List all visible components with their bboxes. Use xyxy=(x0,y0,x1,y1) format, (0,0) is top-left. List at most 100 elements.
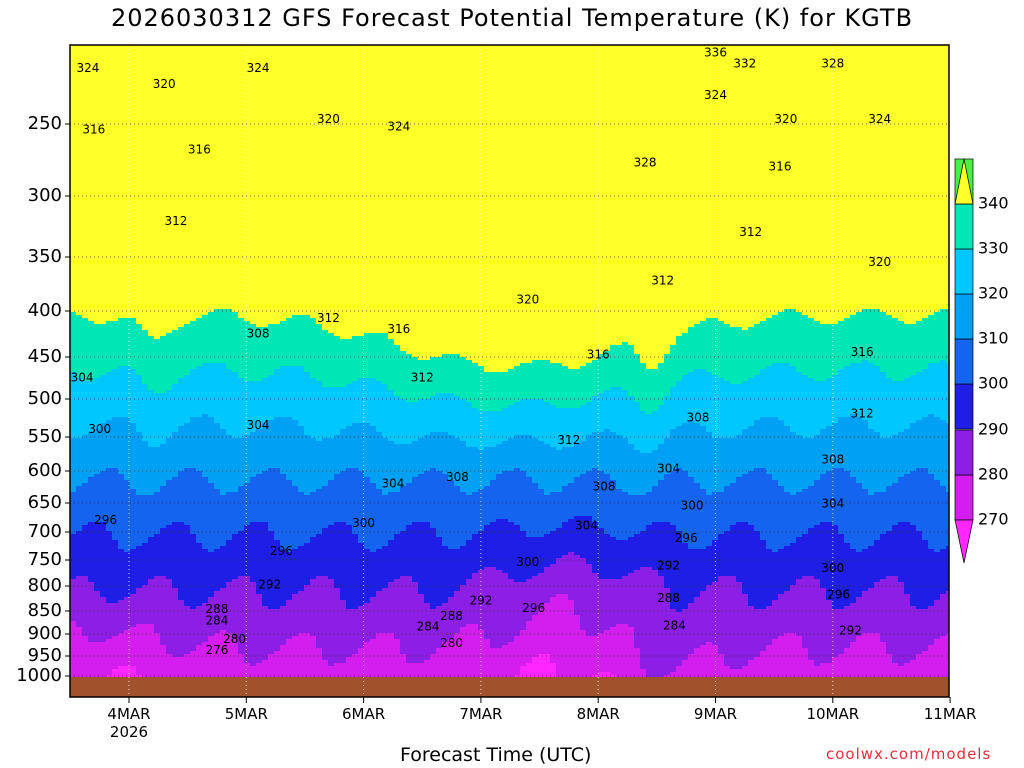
field-cell xyxy=(184,525,191,607)
field-cell xyxy=(886,438,893,487)
field-cell xyxy=(460,441,467,493)
field-cell xyxy=(760,468,767,541)
field-cell xyxy=(94,45,101,325)
field-cell xyxy=(340,429,347,472)
field-cell xyxy=(676,531,683,613)
field-cell xyxy=(472,363,479,409)
field-cell xyxy=(928,315,935,364)
field-cell xyxy=(400,444,407,487)
field-cell xyxy=(934,552,941,601)
field-cell xyxy=(130,489,137,550)
field-cell xyxy=(628,573,635,628)
field-cell xyxy=(796,372,803,436)
field-cell xyxy=(154,447,161,493)
field-cell xyxy=(298,546,305,592)
field-cell xyxy=(304,435,311,496)
field-cell xyxy=(784,633,791,679)
field-cell xyxy=(250,582,257,667)
field-cell xyxy=(466,540,473,580)
field-cell xyxy=(232,372,239,439)
field-cell xyxy=(322,330,329,388)
field-cell xyxy=(754,468,761,532)
field-cell xyxy=(802,45,809,316)
field-cell xyxy=(742,45,749,331)
field-cell xyxy=(94,378,101,430)
field-cell xyxy=(460,585,467,628)
field-cell xyxy=(484,372,491,412)
field-cell xyxy=(814,525,821,580)
field-cell xyxy=(124,552,131,598)
field-cell xyxy=(304,495,311,544)
field-cell xyxy=(814,666,821,679)
field-cell xyxy=(388,582,395,634)
field-cell xyxy=(112,468,119,541)
field-cell xyxy=(256,594,263,664)
field-cell xyxy=(196,366,203,418)
field-cell xyxy=(454,549,461,592)
field-cell xyxy=(142,543,149,586)
field-cell xyxy=(334,387,341,436)
field-cell xyxy=(610,675,617,679)
field-cell xyxy=(136,624,143,676)
field-cell xyxy=(244,381,251,436)
y-tick-label: 1000 xyxy=(16,665,62,686)
y-tick-label: 450 xyxy=(28,346,62,367)
field-cell xyxy=(748,525,755,607)
field-cell xyxy=(904,429,911,475)
field-cell xyxy=(706,585,713,643)
field-cell xyxy=(736,435,743,478)
field-cell xyxy=(586,435,593,472)
colorbar-arrow-high xyxy=(954,158,974,205)
field-cell xyxy=(688,603,695,655)
field-cell xyxy=(682,375,689,424)
field-cell xyxy=(880,372,887,439)
field-cell xyxy=(760,369,767,418)
field-cell xyxy=(394,639,401,679)
field-cell xyxy=(172,522,179,589)
field-cell xyxy=(730,525,737,577)
field-cell xyxy=(208,45,215,313)
field-cell xyxy=(640,45,647,364)
contour-label: 304 xyxy=(657,461,680,475)
field-cell xyxy=(670,471,677,526)
field-cell xyxy=(238,318,245,379)
field-cell xyxy=(862,489,869,550)
field-cell xyxy=(748,45,755,328)
field-cell xyxy=(832,525,839,610)
field-cell xyxy=(556,528,563,559)
field-cell xyxy=(244,663,251,679)
grid-lines xyxy=(70,45,951,697)
y-tick-label: 400 xyxy=(28,300,62,321)
field-cell xyxy=(670,525,677,610)
field-cell xyxy=(718,534,725,577)
colorbar-label: 320 xyxy=(978,284,1009,303)
field-cell xyxy=(778,636,785,679)
field-cell xyxy=(826,324,833,379)
field-cell xyxy=(412,663,419,679)
field-cell xyxy=(268,531,275,610)
field-cell xyxy=(322,438,329,487)
field-cell xyxy=(652,411,659,451)
field-cell xyxy=(388,441,395,493)
field-cell xyxy=(916,468,923,532)
field-cell xyxy=(556,492,563,529)
source-credit[interactable]: coolwx.com/models xyxy=(826,745,992,763)
field-cell xyxy=(340,471,347,523)
field-cell xyxy=(904,594,911,664)
field-cell xyxy=(274,417,281,469)
y-tick-label: 850 xyxy=(28,600,62,621)
field-cell xyxy=(580,516,587,559)
field-cell xyxy=(694,324,701,370)
field-cell xyxy=(700,45,707,322)
field-cell xyxy=(160,45,167,337)
field-cell xyxy=(244,321,251,382)
field-cell xyxy=(814,321,821,382)
field-cell xyxy=(196,318,203,367)
field-cell xyxy=(262,522,269,607)
field-cell xyxy=(136,675,143,679)
field-cell xyxy=(400,654,407,679)
field-cell xyxy=(208,312,215,364)
field-cell xyxy=(136,432,143,496)
field-cell xyxy=(568,552,575,601)
field-cell xyxy=(748,660,755,679)
